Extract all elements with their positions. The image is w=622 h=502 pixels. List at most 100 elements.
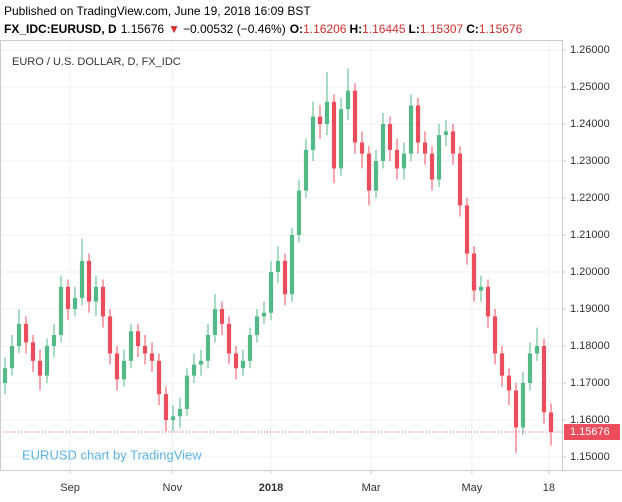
x-tick-label: 2018: [259, 482, 283, 494]
last-price-label: 1.15676: [570, 426, 610, 438]
candle-body: [317, 116, 323, 125]
candle-body: [275, 260, 281, 273]
close-value: 1.15676: [479, 22, 523, 36]
candle-body: [44, 346, 50, 376]
candle-body: [142, 346, 148, 354]
candle-body: [163, 394, 169, 421]
candle-body: [65, 286, 71, 310]
candle-body: [443, 131, 449, 136]
watermark: EURUSD chart by TradingView: [22, 447, 202, 462]
candle-body: [212, 309, 218, 335]
y-tick-label: 1.26000: [570, 44, 610, 56]
candle-body: [51, 334, 57, 347]
y-tick-label: 1.20000: [570, 266, 610, 278]
candle-body: [352, 90, 358, 143]
low-label: L:: [409, 22, 420, 36]
candle-body: [506, 375, 512, 391]
y-tick-label: 1.18000: [570, 340, 610, 352]
candle-body: [247, 334, 253, 361]
candle-body: [387, 124, 393, 150]
candle-body: [380, 124, 386, 162]
candle-body: [324, 101, 330, 125]
candle-body: [268, 272, 274, 313]
candle-body: [72, 297, 78, 310]
x-tick-label: May: [462, 482, 483, 494]
candle-body: [478, 286, 484, 291]
candle-body: [121, 360, 127, 380]
candle-body: [2, 368, 8, 384]
candle-body: [23, 323, 29, 343]
candle-body: [219, 309, 225, 324]
candle-body: [156, 360, 162, 395]
candle-body: [37, 360, 43, 376]
candle-body: [415, 105, 421, 143]
candle-body: [296, 190, 302, 236]
candle-body: [464, 205, 470, 254]
candle-body: [457, 153, 463, 206]
candle-body: [429, 153, 435, 180]
last-price-box: [564, 424, 620, 441]
y-tick-label: 1.25000: [570, 81, 610, 93]
candle-body: [177, 408, 183, 417]
candle-body: [492, 316, 498, 354]
candle-body: [205, 334, 211, 361]
last: 1.15676: [121, 22, 165, 36]
candle-body: [233, 353, 239, 369]
candle-body: [261, 312, 267, 317]
candle-body: [534, 346, 540, 354]
candle-body: [394, 149, 400, 169]
x-tick-label: 18: [543, 482, 555, 494]
candle-body: [408, 105, 414, 154]
candle-body: [9, 346, 15, 369]
candle-body: [254, 316, 260, 335]
candle-body: [240, 360, 246, 369]
y-tick-label: 1.17000: [570, 377, 610, 389]
high-label: H:: [349, 22, 362, 36]
change-arrow: ▼: [168, 22, 180, 36]
candle-body: [191, 364, 197, 376]
high-value: 1.16445: [362, 22, 406, 36]
candle-body: [485, 286, 491, 317]
x-tick-label: Mar: [362, 482, 381, 494]
candle-body: [170, 416, 176, 421]
low-value: 1.15307: [420, 22, 464, 36]
candle-body: [436, 135, 442, 180]
candle-body: [30, 342, 36, 361]
candle-body: [16, 323, 22, 347]
candle-body: [499, 353, 505, 376]
open-label: O:: [290, 22, 303, 36]
candle-body: [548, 412, 554, 433]
candle-body: [114, 353, 120, 380]
candle-body: [520, 383, 526, 428]
candle-body: [282, 260, 288, 295]
candle-body: [128, 331, 134, 361]
y-tick-label: 1.19000: [570, 303, 610, 315]
x-tick-label: Nov: [163, 482, 183, 494]
change: −0.00532 (−0.46%): [183, 22, 286, 36]
candle-body: [541, 346, 547, 413]
close-label: C:: [466, 22, 479, 36]
candle-body: [401, 153, 407, 169]
grid: [0, 40, 562, 470]
candle-body: [149, 353, 155, 361]
candle-body: [79, 260, 85, 298]
y-tick-label: 1.24000: [570, 118, 610, 130]
chart-title: EURO / U.S. DOLLAR, D, FX_IDC: [12, 56, 181, 68]
y-tick-label: 1.15000: [570, 451, 610, 463]
candle-body: [310, 116, 316, 150]
candle-body: [513, 390, 519, 428]
y-tick-label: 1.23000: [570, 155, 610, 167]
candle-body: [135, 331, 141, 347]
legend-line: FX_IDC:EURUSD, D 1.15676 ▼ −0.00532 (−0.46%…: [4, 22, 523, 36]
open-value: 1.16206: [303, 22, 347, 36]
candle-body: [86, 260, 92, 302]
candle-body: [226, 323, 232, 354]
plot-border: [0, 40, 563, 471]
symbol: FX_IDC:EURUSD, D: [4, 22, 117, 36]
candle-body: [422, 142, 428, 154]
candle-body: [450, 131, 456, 154]
candle-body: [366, 153, 372, 191]
candle-body: [303, 149, 309, 191]
y-tick-label: 1.21000: [570, 229, 610, 241]
candle-body: [93, 286, 99, 302]
